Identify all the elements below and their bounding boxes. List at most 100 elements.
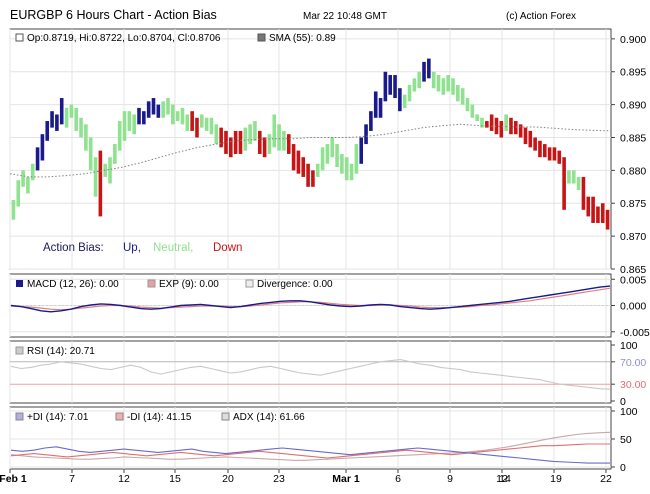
divergence-legend: Divergence: 0.00 <box>257 279 333 290</box>
price-bar <box>567 170 571 184</box>
price-bar <box>161 101 165 118</box>
rsi-y-tick-label: 100 <box>620 340 638 352</box>
rsi-y-tick-label: 30.00 <box>620 379 646 391</box>
price-y-tick-label: 0.870 <box>620 231 646 243</box>
price-bar <box>586 196 591 217</box>
price-y-tick-label: 0.880 <box>620 165 646 177</box>
price-bar <box>55 114 59 131</box>
price-bar <box>267 134 272 154</box>
price-bar <box>190 111 194 131</box>
price-y-tick-label: 0.875 <box>620 198 646 210</box>
price-bar <box>35 147 40 171</box>
price-bar <box>248 124 252 145</box>
price-y-tick-label: 0.890 <box>620 100 646 112</box>
macd-y-tick-label: 0.005 <box>620 274 646 286</box>
bias-legend-neutral: Neutral, <box>153 242 193 254</box>
price-bar <box>320 147 325 171</box>
sma-line <box>9 123 612 178</box>
price-bar <box>417 71 421 89</box>
divergence-legend-swatch <box>245 279 254 288</box>
x-tick-label: 12 <box>118 473 130 485</box>
x-tick-label: 12 <box>496 473 508 485</box>
price-bar <box>571 170 576 184</box>
x-tick-label: 23 <box>273 473 285 485</box>
minus-di-legend: -DI (14): 41.15 <box>127 412 192 423</box>
price-bar <box>378 98 383 118</box>
price-bar <box>113 144 117 164</box>
price-bar <box>383 71 388 102</box>
price-bar <box>465 98 470 112</box>
chart-title: EURGBP 6 Hours Chart - Action Bias <box>10 8 217 22</box>
plus-di-legend-swatch <box>15 412 24 421</box>
bias-legend-up: Up, <box>123 242 141 254</box>
price-bar <box>344 157 349 181</box>
price-bar <box>26 176 30 194</box>
price-bar <box>533 137 537 151</box>
price-legend: Op:0.8719, Hi:0.8722, Lo:0.8704, Cl:0.87… <box>27 33 221 44</box>
price-bar <box>166 98 170 115</box>
price-bar <box>64 107 69 128</box>
price-bar <box>219 127 223 148</box>
price-bar <box>214 124 219 145</box>
price-bar <box>557 150 562 164</box>
price-bar <box>427 58 431 79</box>
credit: (c) Action Forex <box>506 11 576 22</box>
price-bar <box>528 130 533 148</box>
price-bar <box>301 157 306 177</box>
price-bar <box>364 124 368 145</box>
price-bar <box>228 137 233 158</box>
price-bar <box>209 117 214 135</box>
price-bar <box>591 196 595 223</box>
price-bar <box>277 124 281 151</box>
plus-di-legend: +DI (14): 7.01 <box>27 412 89 423</box>
price-bar <box>117 121 122 151</box>
adx-line <box>10 431 611 461</box>
price-bar <box>204 117 209 131</box>
price-bar <box>21 170 25 187</box>
rsi-y-tick-label: 70.00 <box>620 357 646 369</box>
price-bar <box>422 61 426 82</box>
price-bar <box>325 144 330 164</box>
price-bar <box>122 111 127 141</box>
price-bar <box>523 127 528 145</box>
macd-y-tick-label: 0.000 <box>620 301 646 313</box>
price-bar <box>243 127 248 151</box>
price-bar <box>127 111 132 131</box>
bias-legend-label: Action Bias: <box>43 242 104 254</box>
price-bar <box>431 71 436 89</box>
price-bar <box>330 137 335 158</box>
price-bar <box>306 163 310 187</box>
price-bar <box>446 75 450 92</box>
price-legend-swatch <box>15 33 24 42</box>
price-bar <box>538 140 542 158</box>
x-tick-label: Feb 1 <box>0 473 27 485</box>
rsi-panel <box>9 340 612 404</box>
price-bar <box>108 157 112 184</box>
timestamp: Mar 22 10:48 GMT <box>303 11 387 22</box>
macd-line <box>10 285 611 313</box>
price-bar <box>412 78 417 92</box>
price-bar <box>195 117 199 138</box>
price-bar <box>441 78 446 95</box>
price-bar <box>552 147 557 161</box>
price-bar <box>262 137 267 158</box>
price-bar <box>600 203 605 223</box>
price-bar <box>388 75 393 95</box>
price-bar <box>151 98 156 115</box>
price-bar <box>349 163 354 181</box>
rsi-legend-swatch <box>15 346 24 355</box>
price-bar <box>485 121 489 128</box>
price-bar <box>373 91 378 118</box>
adx-legend-swatch <box>221 412 230 421</box>
price-bar <box>542 144 547 158</box>
exp-legend-swatch <box>147 279 156 288</box>
price-bar <box>142 111 146 125</box>
price-bar <box>93 157 98 197</box>
macd-legend: MACD (12, 26): 0.00 <box>27 279 119 290</box>
price-bar <box>146 101 151 118</box>
price-bar <box>45 121 50 141</box>
price-bar <box>509 117 513 135</box>
price-bar <box>185 114 190 131</box>
price-bar <box>335 144 339 168</box>
